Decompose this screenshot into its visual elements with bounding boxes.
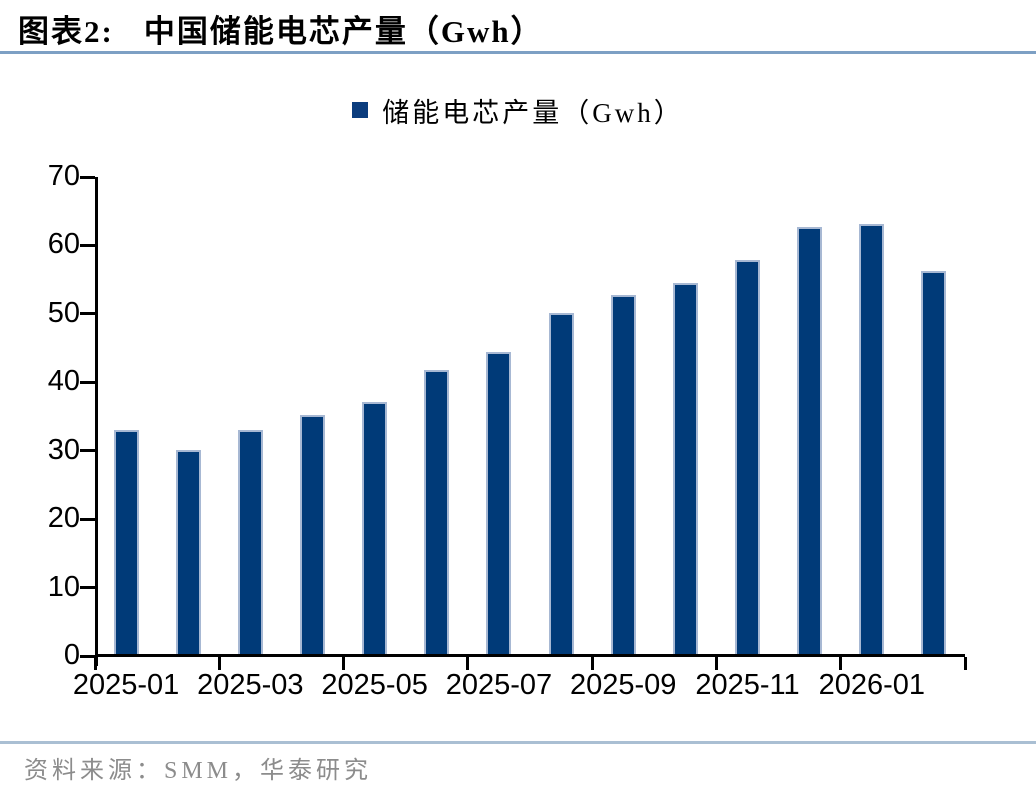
- chart-title: 图表2: 中国储能电芯产量（Gwh）: [18, 6, 1018, 51]
- x-axis-tick: [963, 657, 967, 670]
- y-axis-tick: [80, 654, 95, 658]
- legend-label: 储能电芯产量（Gwh）: [382, 97, 684, 128]
- x-axis-tick: [714, 657, 718, 670]
- chart-tag-label: 图表2:: [18, 14, 114, 49]
- source-note: 资料来源：SMM，华泰研究: [24, 758, 373, 784]
- y-axis-tick-label: 40: [47, 365, 80, 398]
- y-axis-tick-label: 20: [47, 502, 80, 535]
- legend-marker-square-icon: [352, 102, 369, 118]
- bar-2025-01: [113, 429, 139, 654]
- y-axis-tick: [80, 175, 95, 179]
- x-axis-tick: [217, 657, 221, 670]
- chart-title-text: 中国储能电芯产量（Gwh）: [143, 14, 544, 49]
- footer-rule: [0, 741, 1036, 744]
- bar-2025-02: [175, 450, 201, 654]
- x-axis-tick: [590, 657, 594, 670]
- x-axis-tick-label: 2026-01: [818, 669, 925, 701]
- x-axis-tick-label: 2025-07: [445, 669, 553, 701]
- title-rule: [0, 51, 1036, 54]
- x-axis-tick-label: 2025-09: [569, 669, 677, 701]
- bar-2026-01: [859, 224, 885, 654]
- y-axis-line: [95, 177, 98, 666]
- bar-2025-07: [486, 351, 512, 654]
- y-axis-tick-label: 10: [47, 570, 80, 603]
- y-axis-tick-label: 70: [47, 160, 80, 192]
- bar-2025-04: [300, 414, 325, 654]
- y-axis-tick: [80, 586, 95, 590]
- x-axis-tick: [93, 657, 97, 670]
- y-axis-tick: [80, 243, 95, 247]
- x-axis-tick: [839, 657, 843, 670]
- bar-2025-08: [548, 313, 574, 654]
- y-axis-tick-label: 50: [47, 296, 80, 329]
- legend: 储能电芯产量（Gwh）: [0, 97, 1036, 128]
- x-axis-tick-label: 2025-11: [695, 669, 800, 701]
- bar-2025-11: [735, 259, 760, 654]
- bar-chart: 0 10 20 30 40 50 60 70 2025-01 2025-03 2025-05 2025…: [48, 162, 967, 701]
- x-axis-tick-label: 2025-01: [72, 669, 180, 701]
- y-axis-tick: [80, 312, 95, 316]
- y-axis-tick: [80, 380, 95, 384]
- bar-2025-06: [424, 370, 450, 654]
- x-axis-tick: [466, 657, 470, 670]
- y-axis-tick: [80, 517, 95, 521]
- y-axis-tick: [80, 449, 95, 453]
- bar-2025-05: [362, 402, 388, 654]
- x-axis-tick: [342, 657, 346, 670]
- x-axis-tick-label: 2025-03: [197, 669, 304, 701]
- bar-2025-10: [672, 283, 698, 654]
- bar-2025-12: [797, 227, 823, 654]
- bar-2025-09: [610, 295, 636, 654]
- y-axis-tick-label: 30: [47, 433, 80, 466]
- y-axis-tick-label: 0: [63, 639, 80, 671]
- bar-2026-02: [921, 271, 947, 654]
- x-axis-line: [95, 654, 965, 657]
- x-axis-tick-label: 2025-05: [321, 669, 428, 701]
- bar-2025-03: [237, 429, 263, 654]
- y-axis-tick-label: 60: [47, 228, 80, 261]
